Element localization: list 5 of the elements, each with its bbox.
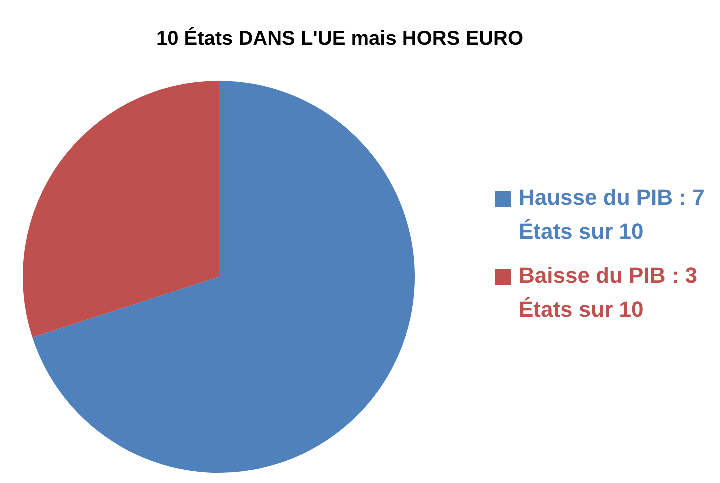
- pie-slice: [23, 81, 219, 338]
- chart-title: 10 États DANS L'UE mais HORS EURO: [155, 28, 525, 51]
- pie-slice: [32, 81, 415, 473]
- legend-label: Baisse du PIB : 3 États sur 10: [519, 262, 699, 324]
- legend-label: Hausse du PIB : 7 États sur 10: [519, 184, 706, 246]
